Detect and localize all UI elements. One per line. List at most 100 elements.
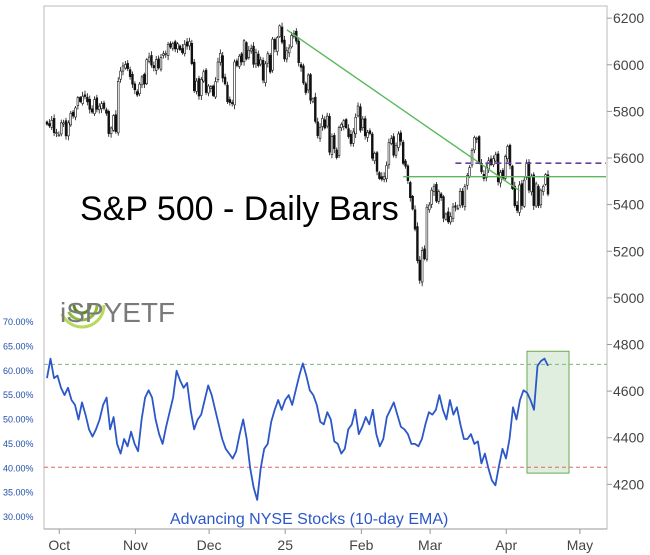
candle-body xyxy=(359,106,362,131)
candle xyxy=(318,123,322,142)
candle xyxy=(378,171,381,180)
candle xyxy=(290,31,293,49)
candle xyxy=(202,69,205,83)
left-tick-label: 60.00% xyxy=(3,366,34,376)
candle-body xyxy=(361,118,364,129)
right-tick-label: 4400 xyxy=(613,430,644,446)
candle xyxy=(397,131,400,152)
candle xyxy=(342,119,346,131)
x-tick-label: Feb xyxy=(349,537,373,553)
candle-body xyxy=(463,186,467,208)
candle xyxy=(188,37,191,51)
candle-body xyxy=(273,39,277,50)
candle-body xyxy=(166,44,170,56)
candle-body xyxy=(290,35,293,48)
candle-body xyxy=(197,78,201,97)
candle xyxy=(285,46,289,63)
candle xyxy=(349,130,353,147)
candle xyxy=(321,114,324,131)
candle-body xyxy=(124,64,127,69)
candle xyxy=(439,192,443,201)
chart-title: S&P 500 - Daily Bars xyxy=(80,190,399,228)
candlestick-series xyxy=(45,22,550,287)
candle-body xyxy=(399,132,402,142)
candle xyxy=(363,115,367,140)
candle-body xyxy=(202,71,205,82)
candle-body xyxy=(287,47,291,54)
candle xyxy=(143,72,146,89)
candle xyxy=(416,222,419,264)
x-tick-label: Apr xyxy=(495,537,517,553)
candle xyxy=(430,187,433,209)
candle xyxy=(304,81,308,96)
ispyetf-logo: iSPYETF xyxy=(58,281,175,329)
candle xyxy=(83,90,87,100)
candle xyxy=(390,135,393,146)
candle-body xyxy=(537,186,540,206)
candle xyxy=(190,39,194,66)
candle xyxy=(385,161,388,183)
candle xyxy=(333,132,336,154)
candle-body xyxy=(157,58,160,69)
candle xyxy=(299,61,303,72)
candle xyxy=(124,61,127,70)
x-tick-label: Dec xyxy=(197,537,222,553)
candle-body xyxy=(525,162,528,178)
candle-body xyxy=(162,53,165,56)
candle xyxy=(45,120,49,126)
candle xyxy=(404,158,407,169)
candle-body xyxy=(109,127,113,135)
candle xyxy=(380,172,383,182)
candle xyxy=(463,183,467,211)
candle xyxy=(506,144,509,162)
candle xyxy=(368,128,372,136)
candle-body xyxy=(363,118,367,137)
candle xyxy=(437,189,440,204)
candle-body xyxy=(240,53,243,63)
candle-body xyxy=(335,149,338,158)
candle xyxy=(480,158,483,174)
candle xyxy=(169,41,172,49)
candle-body xyxy=(233,61,236,106)
candle-body xyxy=(105,109,108,114)
candle xyxy=(136,89,139,97)
left-tick-label: 30.00% xyxy=(3,512,34,522)
candle-body xyxy=(309,74,312,101)
right-tick-label: 6200 xyxy=(613,10,644,26)
candle xyxy=(454,202,457,212)
candle-body xyxy=(494,154,497,162)
candle-body xyxy=(513,185,516,206)
candle-body xyxy=(62,122,65,125)
candle xyxy=(109,126,113,138)
candle-body xyxy=(534,183,538,207)
candle xyxy=(387,138,391,169)
candle xyxy=(473,135,476,154)
candle xyxy=(69,110,72,127)
candle xyxy=(209,85,213,93)
candle-body xyxy=(316,121,319,136)
candle-body xyxy=(136,91,139,96)
candle-body xyxy=(508,144,512,166)
candle-body xyxy=(333,135,336,149)
candle xyxy=(197,75,201,100)
candle xyxy=(140,75,144,89)
candle xyxy=(79,96,82,104)
right-y-axis: 6200 6000 5800 5600 5400 5200 5000 4800 4600 4400… xyxy=(607,10,644,492)
candle xyxy=(544,173,547,186)
candle xyxy=(242,39,246,66)
candle xyxy=(231,99,234,107)
candle-body xyxy=(487,160,490,170)
candle-body xyxy=(264,63,267,84)
candle-body xyxy=(74,107,77,118)
candle xyxy=(401,139,405,166)
candle-body xyxy=(475,137,478,140)
candle-body xyxy=(64,120,68,137)
candle xyxy=(409,180,412,202)
candle-body xyxy=(98,105,101,111)
candle-body xyxy=(280,26,284,43)
candle-body xyxy=(266,53,270,64)
candle xyxy=(428,202,431,213)
candle-body xyxy=(299,64,303,68)
candle xyxy=(114,110,118,134)
candle xyxy=(93,96,96,117)
